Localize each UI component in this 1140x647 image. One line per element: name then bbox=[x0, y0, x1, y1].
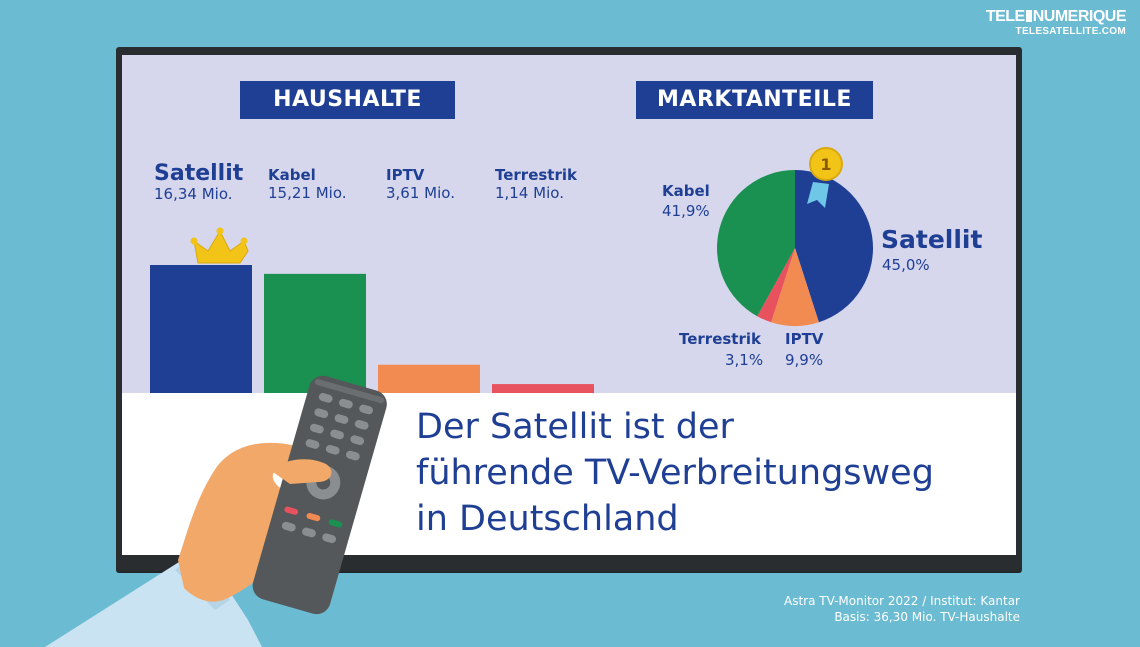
pie-slice-kabel bbox=[717, 170, 795, 317]
headline: Der Satellit ist der führende TV-Verbrei… bbox=[416, 404, 1016, 542]
medal-icon: 1 bbox=[807, 147, 843, 208]
pie-value-satellit: 45,0% bbox=[882, 256, 930, 274]
source-line-1: Astra TV-Monitor 2022 / Institut: Kantar bbox=[784, 594, 1020, 608]
haushalte-bar-chart bbox=[150, 227, 594, 393]
marktanteile-title: MARKTANTEILE bbox=[636, 81, 873, 119]
medal-disc bbox=[809, 147, 843, 181]
logo-separator bbox=[1025, 10, 1032, 22]
pie-value-kabel: 41,9% bbox=[662, 202, 710, 220]
pie-value-terrestrik: 3,1% bbox=[725, 351, 764, 369]
pie-label-terrestrik: Terrestrik bbox=[679, 330, 761, 348]
marktanteile-pie-chart: 1 bbox=[717, 147, 874, 326]
pie-label-iptv: IPTV bbox=[785, 330, 824, 348]
crown-tip-1 bbox=[190, 237, 198, 245]
logo-url: TELESATELLITE.COM bbox=[1015, 26, 1126, 37]
bar-value-iptv: 3,61 Mio. bbox=[386, 184, 455, 202]
bar-value-terrestrik: 1,14 Mio. bbox=[495, 184, 564, 202]
crown-tip-3 bbox=[240, 237, 248, 245]
headline-line-2: führende TV-Verbreitungsweg bbox=[416, 453, 934, 493]
haushalte-title: HAUSHALTE bbox=[240, 81, 455, 119]
bar-terrestrik bbox=[492, 384, 594, 393]
pie-slice-iptv bbox=[771, 248, 819, 326]
headline-line-3: in Deutschland bbox=[416, 499, 679, 539]
source-note: Astra TV-Monitor 2022 / Institut: Kantar… bbox=[784, 593, 1020, 625]
medal-ribbon bbox=[807, 182, 829, 208]
logo-text-tele: TELE bbox=[985, 8, 1025, 25]
bar-satellit bbox=[150, 265, 252, 393]
bar-kabel bbox=[264, 273, 366, 393]
pie-value-iptv: 9,9% bbox=[785, 351, 824, 369]
pie-slice-satellit bbox=[795, 170, 874, 323]
medal-rank: 1 bbox=[820, 155, 831, 174]
logo-text-numerique: NUMERIQUE bbox=[1032, 8, 1127, 25]
pie-slice-terrestrik bbox=[757, 248, 795, 323]
bar-value-kabel: 15,21 Mio. bbox=[268, 184, 347, 202]
headline-line-1: Der Satellit ist der bbox=[416, 407, 734, 447]
telesatellite-logo: TELE NUMERIQUE TELESATELLITE.COM bbox=[985, 8, 1127, 38]
pie-label-kabel: Kabel bbox=[662, 182, 710, 200]
bar-category-terrestrik: Terrestrik bbox=[495, 166, 577, 184]
crown-icon bbox=[193, 229, 249, 264]
pie-label-satellit: Satellit bbox=[881, 225, 983, 254]
bar-value-satellit: 16,34 Mio. bbox=[154, 185, 233, 203]
bar-iptv bbox=[378, 364, 480, 393]
haushalte-title-text: HAUSHALTE bbox=[273, 87, 422, 112]
bar-category-kabel: Kabel bbox=[268, 166, 316, 184]
bar-category-iptv: IPTV bbox=[386, 166, 425, 184]
bar-category-satellit: Satellit bbox=[154, 161, 244, 186]
tv-screen: HAUSHALTE MARKTANTEILE Satellit 16,34 Mi… bbox=[122, 55, 1016, 555]
source-line-2: Basis: 36,30 Mio. TV-Haushalte bbox=[834, 610, 1020, 624]
crown-tip-2 bbox=[216, 227, 224, 235]
marktanteile-title-text: MARKTANTEILE bbox=[657, 87, 852, 112]
